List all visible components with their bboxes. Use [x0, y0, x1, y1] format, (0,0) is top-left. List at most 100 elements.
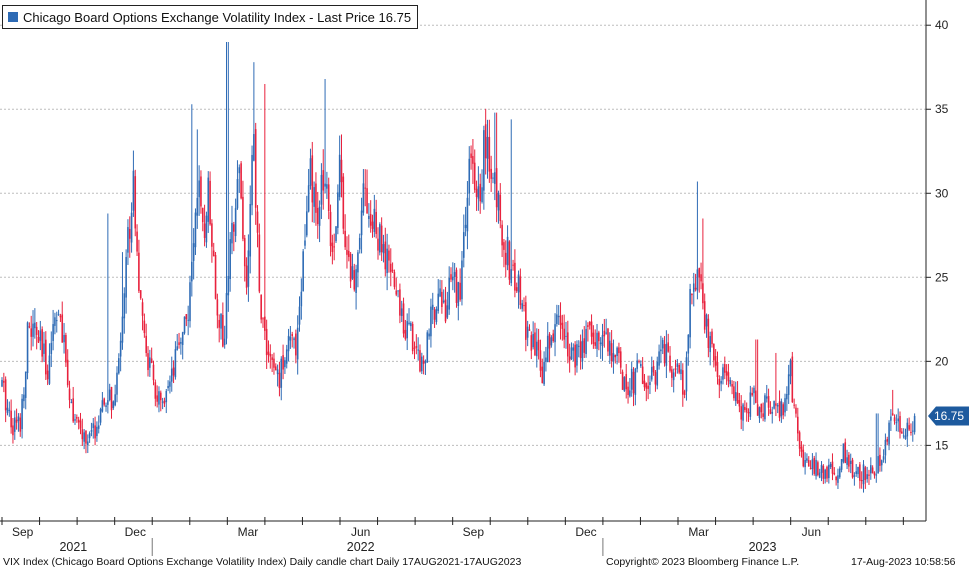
candle-body — [358, 237, 361, 250]
candle-body — [262, 318, 264, 320]
candle-body — [543, 362, 545, 385]
y-tick-label-15: 15 — [935, 438, 949, 452]
x-month-label: Jun — [802, 525, 821, 539]
candle-body — [650, 366, 653, 380]
candle-body — [105, 405, 107, 408]
candle-body — [322, 170, 325, 191]
candle-body — [831, 461, 834, 474]
candle-body — [552, 333, 555, 342]
candle-body — [747, 411, 750, 414]
candle-body — [494, 172, 496, 184]
candle-body — [45, 339, 47, 375]
candle-body — [291, 334, 294, 336]
candle-body — [448, 277, 450, 310]
candle-body — [519, 276, 522, 306]
candle-body — [638, 360, 640, 362]
candle-body — [274, 366, 277, 371]
candle-body — [48, 355, 51, 384]
candle-body — [107, 400, 109, 405]
candle-body — [813, 457, 816, 474]
y-axis-ticks: 15 20 25 30 35 40 — [926, 18, 949, 452]
candle-body — [116, 372, 118, 395]
candle-body — [97, 425, 100, 429]
candle-body — [324, 183, 326, 187]
candle-body — [714, 356, 717, 366]
candle-body — [871, 467, 874, 474]
candle-body — [10, 410, 12, 428]
candle-body — [382, 244, 385, 254]
candle-body — [559, 315, 562, 326]
candle-body — [68, 388, 71, 401]
candle-body — [791, 356, 794, 403]
candle-body — [191, 261, 193, 282]
candle-body — [220, 313, 222, 329]
candle-body — [554, 324, 556, 343]
candle-body — [103, 398, 106, 405]
candle-body — [773, 401, 775, 409]
candle-body — [535, 341, 538, 357]
candle-body — [211, 223, 213, 247]
candle-body — [475, 188, 478, 197]
candle-body — [906, 422, 909, 437]
candle-body — [13, 417, 16, 432]
candle-body — [658, 351, 660, 366]
candle-body — [276, 369, 279, 375]
candle-body — [786, 394, 788, 400]
candle-body — [180, 342, 182, 344]
candle-body — [373, 208, 376, 233]
candle-body — [338, 154, 341, 197]
candle-body — [525, 302, 527, 340]
x-month-label: Sep — [463, 525, 485, 539]
y-tick-label-30: 30 — [935, 186, 949, 200]
candle-body — [96, 426, 98, 437]
candle-body — [174, 349, 177, 378]
candle-body — [687, 334, 690, 354]
candle-body — [866, 474, 868, 479]
candle-body — [4, 379, 7, 411]
candle-body — [612, 353, 615, 362]
candle-body — [749, 392, 752, 417]
candle-body — [890, 416, 892, 421]
candle-body — [806, 458, 808, 461]
candle-body — [634, 368, 637, 395]
candle-body — [181, 332, 184, 345]
candle-body — [147, 353, 149, 371]
candle-body — [187, 319, 189, 321]
candle-body — [249, 204, 252, 257]
candle-body — [725, 371, 728, 376]
candle-body — [236, 179, 239, 209]
candle-body — [851, 459, 854, 478]
candle-body — [134, 176, 137, 229]
candle-body — [503, 242, 505, 250]
candle-body — [127, 227, 129, 253]
candle-body — [568, 356, 571, 361]
candle-body — [81, 429, 84, 440]
candle-body — [864, 467, 867, 481]
candle-body — [629, 390, 631, 397]
candle-body — [576, 344, 578, 366]
candle-body — [694, 287, 697, 290]
candle-body — [296, 327, 299, 360]
candle-body — [685, 357, 688, 392]
candle-body — [55, 320, 58, 322]
candle-body — [24, 371, 27, 398]
candle-body — [433, 309, 436, 320]
candle-body — [676, 363, 679, 367]
candle-body — [377, 238, 379, 251]
candle-body — [34, 322, 36, 329]
candle-body — [795, 407, 797, 414]
candle-body — [424, 361, 427, 364]
candle-body — [240, 163, 242, 199]
candle-body — [273, 358, 275, 368]
candle-body — [901, 431, 903, 434]
candle-body — [594, 342, 596, 346]
candle-body — [256, 211, 259, 233]
candle-body — [389, 263, 392, 273]
candle-body — [820, 464, 823, 473]
candle-body — [99, 409, 102, 423]
candle-body — [807, 460, 810, 467]
candle-body — [267, 351, 270, 355]
candle-body — [435, 308, 438, 322]
candle-body — [422, 360, 425, 364]
candle-body — [417, 349, 419, 351]
